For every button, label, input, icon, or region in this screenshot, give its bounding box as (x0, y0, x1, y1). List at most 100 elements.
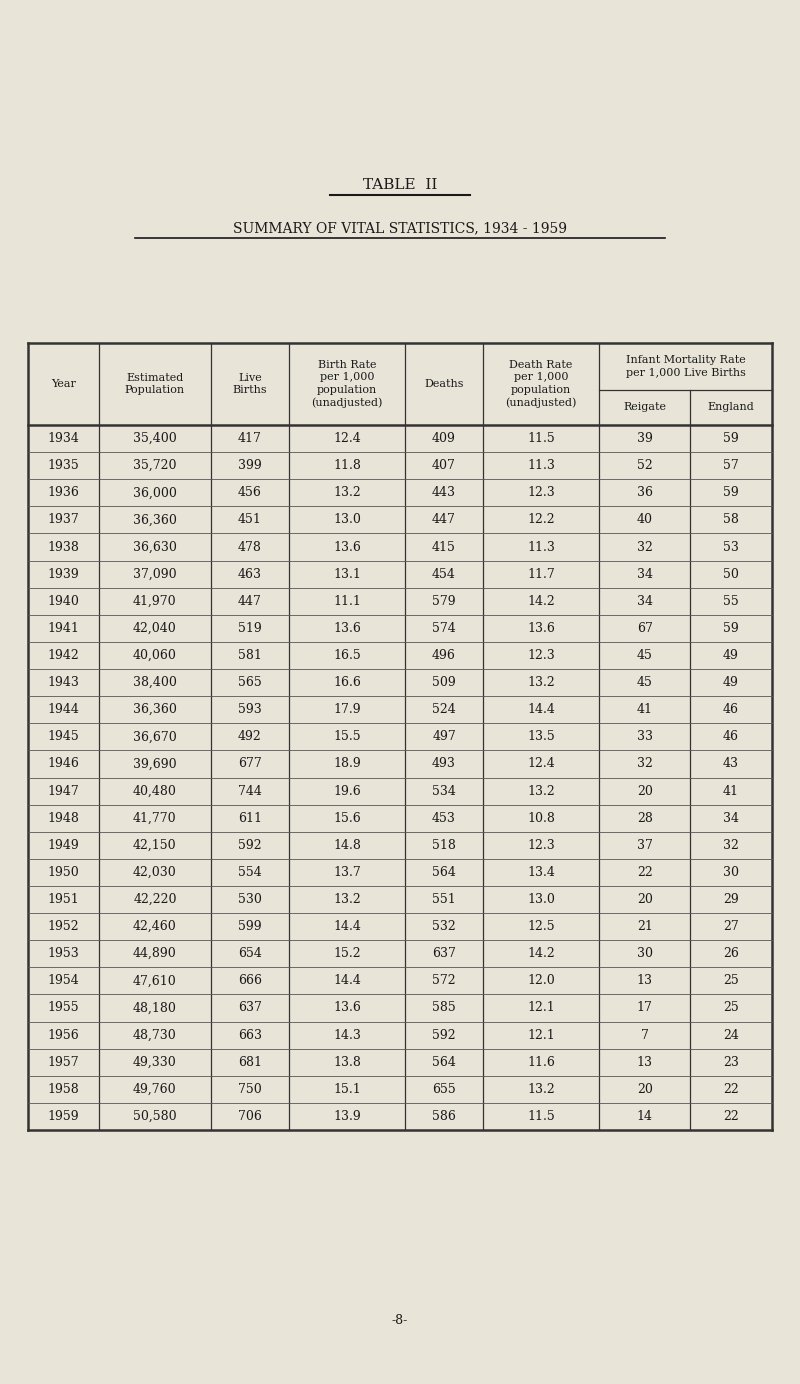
Text: 12.5: 12.5 (527, 920, 555, 933)
Text: 13.1: 13.1 (333, 567, 361, 581)
Text: -8-: -8- (392, 1313, 408, 1326)
Text: 11.3: 11.3 (527, 541, 555, 554)
Text: Year: Year (51, 379, 76, 389)
Text: 551: 551 (432, 893, 456, 907)
Text: 44,890: 44,890 (133, 947, 177, 960)
Text: 32: 32 (637, 757, 653, 771)
Text: 50,580: 50,580 (133, 1110, 177, 1122)
Text: 1940: 1940 (47, 595, 79, 608)
Text: 25: 25 (723, 1002, 739, 1014)
Text: 20: 20 (637, 1082, 653, 1096)
Text: 7: 7 (641, 1028, 649, 1042)
Text: 39: 39 (637, 432, 653, 446)
Text: 15.6: 15.6 (333, 811, 361, 825)
Text: 13.7: 13.7 (333, 866, 361, 879)
Text: 1946: 1946 (47, 757, 79, 771)
Text: 509: 509 (432, 677, 456, 689)
Text: 23: 23 (723, 1056, 739, 1068)
Text: 706: 706 (238, 1110, 262, 1122)
Text: 59: 59 (723, 432, 739, 446)
Text: 20: 20 (637, 893, 653, 907)
Text: 53: 53 (723, 541, 739, 554)
Text: 13.2: 13.2 (527, 677, 555, 689)
Text: 59: 59 (723, 621, 739, 635)
Text: 55: 55 (723, 595, 739, 608)
Text: 29: 29 (723, 893, 739, 907)
Text: 17.9: 17.9 (333, 703, 361, 716)
Text: 1958: 1958 (47, 1082, 79, 1096)
Text: 12.2: 12.2 (527, 513, 555, 526)
Text: 1943: 1943 (47, 677, 79, 689)
Text: 415: 415 (432, 541, 456, 554)
Text: 524: 524 (432, 703, 456, 716)
Text: 655: 655 (432, 1082, 456, 1096)
Text: Death Rate
per 1,000
population
(unadjusted): Death Rate per 1,000 population (unadjus… (506, 360, 577, 408)
Text: 407: 407 (432, 459, 456, 472)
Text: 42,220: 42,220 (133, 893, 177, 907)
Text: 744: 744 (238, 785, 262, 797)
Text: 17: 17 (637, 1002, 653, 1014)
Text: 14.3: 14.3 (333, 1028, 361, 1042)
Text: 30: 30 (723, 866, 739, 879)
Text: Estimated
Population: Estimated Population (125, 372, 185, 396)
Text: 57: 57 (723, 459, 739, 472)
Text: 36,360: 36,360 (133, 513, 177, 526)
Text: 13.6: 13.6 (333, 541, 361, 554)
Text: 36,630: 36,630 (133, 541, 177, 554)
Text: 11.8: 11.8 (333, 459, 361, 472)
Text: 456: 456 (238, 486, 262, 500)
Text: 666: 666 (238, 974, 262, 987)
Text: 67: 67 (637, 621, 653, 635)
Text: 40,060: 40,060 (133, 649, 177, 662)
Text: 496: 496 (432, 649, 456, 662)
Text: 15.5: 15.5 (333, 731, 361, 743)
Text: Reigate: Reigate (623, 403, 666, 412)
Text: 42,030: 42,030 (133, 866, 177, 879)
Text: TABLE  II: TABLE II (363, 179, 437, 192)
Text: 13.5: 13.5 (527, 731, 555, 743)
Text: 42,460: 42,460 (133, 920, 177, 933)
Text: 11.3: 11.3 (527, 459, 555, 472)
Text: Deaths: Deaths (424, 379, 464, 389)
Text: 1953: 1953 (47, 947, 79, 960)
Text: 1957: 1957 (47, 1056, 79, 1068)
Text: 14.2: 14.2 (527, 595, 555, 608)
Text: 15.2: 15.2 (333, 947, 361, 960)
Text: 30: 30 (637, 947, 653, 960)
Text: 52: 52 (637, 459, 653, 472)
Text: 1937: 1937 (47, 513, 79, 526)
Text: 35,400: 35,400 (133, 432, 177, 446)
Text: 1948: 1948 (47, 811, 79, 825)
Text: 41: 41 (723, 785, 739, 797)
Text: 593: 593 (238, 703, 262, 716)
Text: 681: 681 (238, 1056, 262, 1068)
Text: 663: 663 (238, 1028, 262, 1042)
Text: 492: 492 (238, 731, 262, 743)
Text: 447: 447 (238, 595, 262, 608)
Text: 592: 592 (238, 839, 262, 851)
Text: 39,690: 39,690 (133, 757, 177, 771)
Text: 497: 497 (432, 731, 456, 743)
Text: 586: 586 (432, 1110, 456, 1122)
Text: 15.1: 15.1 (333, 1082, 361, 1096)
Text: 11.5: 11.5 (527, 432, 555, 446)
Text: 13.6: 13.6 (333, 621, 361, 635)
Text: 417: 417 (238, 432, 262, 446)
Text: 36: 36 (637, 486, 653, 500)
Text: 13: 13 (637, 974, 653, 987)
Text: 451: 451 (238, 513, 262, 526)
Text: 25: 25 (723, 974, 739, 987)
Text: 1951: 1951 (47, 893, 79, 907)
Text: 13.4: 13.4 (527, 866, 555, 879)
Text: 1938: 1938 (47, 541, 79, 554)
Text: 1950: 1950 (47, 866, 79, 879)
Text: 33: 33 (637, 731, 653, 743)
Text: 454: 454 (432, 567, 456, 581)
Text: 47,610: 47,610 (133, 974, 177, 987)
Text: 12.4: 12.4 (527, 757, 555, 771)
Text: 45: 45 (637, 649, 653, 662)
Text: 565: 565 (238, 677, 262, 689)
Text: 11.7: 11.7 (527, 567, 555, 581)
Text: 43: 43 (723, 757, 739, 771)
Text: 13: 13 (637, 1056, 653, 1068)
